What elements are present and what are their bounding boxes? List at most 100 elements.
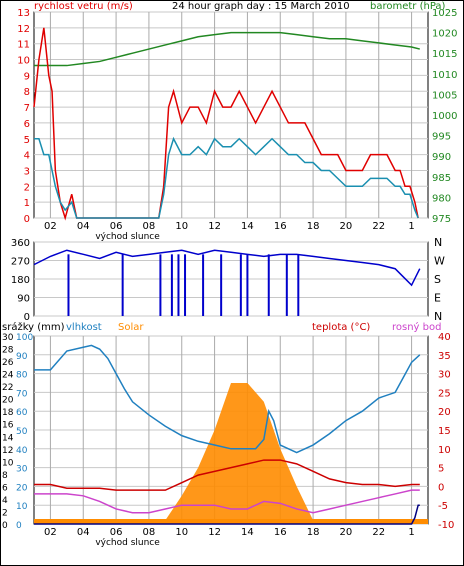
right-tick-label: 995 [432, 132, 451, 143]
rain-tick-label: 4 [2, 496, 8, 506]
x-tick-label: 20 [340, 527, 353, 538]
direction-line [33, 249, 421, 287]
rain-tick-label: 0 [2, 521, 8, 531]
temp-tick-label: 35 [438, 351, 451, 362]
right-tick-label: 975 [432, 214, 451, 225]
x-tick-label: 18 [307, 221, 320, 232]
humidity-tick-label: 90 [16, 352, 28, 362]
x-tick-label: 14 [241, 221, 254, 232]
wind-barometer-panel: 0123456789101112139759809859909951000100… [17, 8, 457, 242]
dewpoint-line [34, 489, 420, 514]
rain-tick-label: 14 [2, 433, 14, 443]
left-tick-label: 8 [24, 87, 30, 98]
humidity-line [34, 344, 421, 454]
x-tick-label: 06 [110, 527, 123, 538]
temp-tick-label: 30 [438, 370, 451, 381]
right-tick-label: N [434, 310, 442, 323]
x-tick-label: 10 [175, 527, 188, 538]
right-tick-label: 1000 [432, 111, 457, 122]
solar-axis-title: Solar [118, 322, 144, 333]
left-tick-label: 13 [17, 8, 30, 19]
right-tick-label: 985 [432, 173, 451, 184]
x-tick-label: 08 [143, 527, 156, 538]
temp-tick-label: 40 [438, 332, 451, 343]
x-tick-label: 16 [274, 221, 287, 232]
wind-direction-panel: 0 N 90 E 180 S 270 W 360 N [11, 236, 445, 323]
x-tick-label: 08 [143, 221, 156, 232]
solar-area [34, 383, 420, 524]
right-tick-label: N [434, 236, 442, 249]
x-tick-label: 02 [44, 221, 57, 232]
x-tick-label: 12 [208, 221, 221, 232]
rain-tick-label: 2 [2, 508, 8, 518]
humidity-tick-label: 70 [16, 389, 28, 399]
left-tick-label: 5 [24, 135, 30, 146]
humidity-tick-label: 50 [16, 427, 28, 437]
humidity-tick-label: 40 [16, 446, 28, 456]
left-tick-label: 1 [24, 198, 30, 209]
right-tick-label: 1005 [432, 90, 457, 101]
rain-tick-label: 22 [2, 383, 13, 393]
temp-tick-label: -10 [438, 520, 454, 531]
rain-tick-label: 30 [2, 333, 14, 343]
solar-base [34, 519, 428, 524]
wind-gust-line [33, 27, 419, 221]
humidity-tick-label: 30 [16, 465, 28, 475]
rain-tick-label: 26 [2, 358, 14, 368]
humidity-axis-title: vlhkost [66, 322, 102, 333]
right-tick-label: 980 [432, 193, 451, 204]
left-tick-label: 4 [24, 151, 30, 162]
left-tick-label: 2 [24, 182, 30, 193]
x-tick-label: 04 [77, 221, 90, 232]
left-tick-label: 360 [11, 238, 30, 249]
left-tick-label: 3 [24, 166, 30, 177]
left-tick-label: 12 [17, 24, 30, 35]
right-tick-label: 1020 [432, 29, 457, 40]
temp-tick-label: 10 [438, 445, 451, 456]
left-tick-label: 10 [17, 56, 30, 67]
x-tick-label: 1 [408, 221, 414, 232]
left-tick-label: 0 [24, 214, 30, 225]
left-tick-label: 11 [17, 40, 30, 51]
rain-tick-label: 12 [2, 446, 13, 456]
x-tick-label: 02 [44, 527, 57, 538]
right-tick-label: 1015 [432, 49, 457, 60]
temp-tick-label: 0 [438, 482, 444, 493]
temperature-axis-title: teplota (°C) [312, 322, 370, 333]
left-tick-label: 180 [11, 275, 30, 286]
right-tick-label: 1025 [432, 8, 457, 19]
right-tick-label: S [434, 273, 441, 286]
barometer-line [34, 31, 420, 67]
rain-tick-label: 16 [2, 421, 14, 431]
rain-axis-title: srážky (mm) [2, 321, 65, 333]
humidity-tick-label: 10 [16, 502, 28, 512]
humidity-tick-label: 100 [16, 333, 33, 343]
plot-area [33, 11, 429, 219]
sunrise-label: východ slunce [95, 538, 160, 548]
rain-tick-label: 6 [2, 483, 8, 493]
x-tick-label: 04 [77, 527, 90, 538]
barometer-axis-title: barometr (hPa) [370, 1, 446, 12]
rain-tick-label: 28 [2, 346, 14, 356]
x-tick-label: 16 [274, 527, 287, 538]
x-tick-label: 10 [175, 221, 188, 232]
rain-tick-label: 8 [2, 471, 8, 481]
x-tick-label: 20 [340, 221, 353, 232]
dewpoint-axis-title: rosný bod [392, 321, 441, 333]
x-tick-label: 14 [241, 527, 254, 538]
x-tick-label: 18 [307, 527, 320, 538]
humidity-temperature-panel: -10-505101520253035400246810121416182022… [2, 332, 454, 548]
x-tick-label: 22 [372, 221, 385, 232]
temp-tick-label: 15 [438, 426, 451, 437]
left-tick-label: 7 [24, 103, 30, 114]
left-tick-label: 6 [24, 119, 30, 130]
humidity-tick-label: 20 [16, 483, 28, 493]
left-tick-label: 90 [17, 294, 30, 305]
rain-tick-label: 18 [2, 408, 14, 418]
right-tick-label: E [434, 292, 441, 305]
left-tick-label: 9 [24, 71, 30, 82]
x-tick-label: 06 [110, 221, 123, 232]
chart-title: 24 hour graph day : 15 March 2010 [172, 1, 350, 12]
sunrise-label: východ slunce [95, 232, 160, 242]
